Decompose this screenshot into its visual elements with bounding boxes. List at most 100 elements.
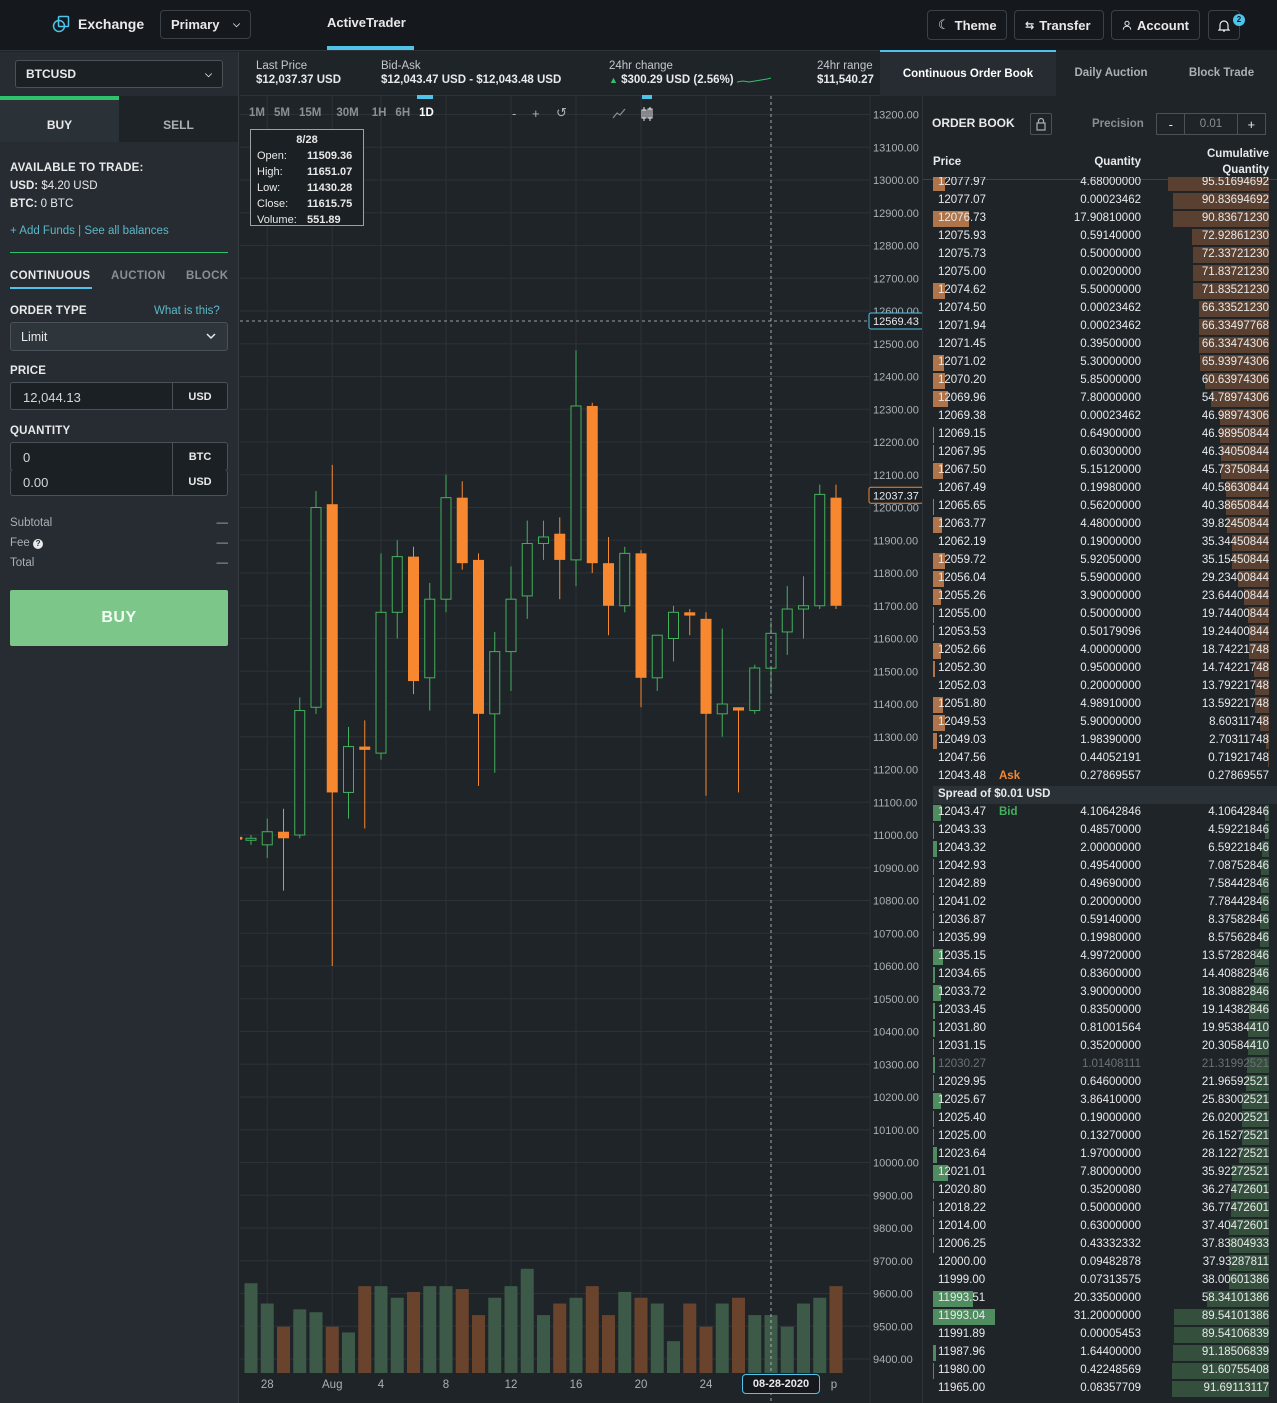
account-selector[interactable]: Primary ⌵: [160, 10, 251, 39]
bid-row[interactable]: 12033.72 3.90000000 18.30882846: [923, 984, 1277, 1002]
ask-row[interactable]: 12071.02 5.30000000 65.93974306: [923, 354, 1277, 372]
ask-row[interactable]: 12067.95 0.60300000 46.34050844: [923, 444, 1277, 462]
bid-row[interactable]: 12025.67 3.86410000 25.83002521: [923, 1092, 1277, 1110]
ask-row[interactable]: 12074.50 0.00023462 66.33521230: [923, 300, 1277, 318]
ask-row[interactable]: 12075.93 0.59140000 72.92861230: [923, 228, 1277, 246]
ask-row[interactable]: 12063.77 4.48000000 39.82450844: [923, 516, 1277, 534]
theme-button[interactable]: ☾ Theme: [927, 10, 1007, 40]
bid-row[interactable]: 12014.00 0.63000000 37.40472601: [923, 1218, 1277, 1236]
precision-increase-button[interactable]: +: [1236, 114, 1265, 134]
tab-continuous[interactable]: CONTINUOUS: [10, 270, 91, 282]
account-button[interactable]: Account: [1111, 10, 1200, 40]
ask-row[interactable]: 12059.72 5.92050000 35.15450844: [923, 552, 1277, 570]
interval-1h[interactable]: 1H: [371, 107, 387, 119]
ask-row[interactable]: 12055.00 0.50000000 19.74400844: [923, 606, 1277, 624]
quantity-usd-value[interactable]: 0.00: [23, 475, 49, 490]
add-funds-link[interactable]: + Add Funds: [10, 225, 75, 237]
bid-row[interactable]: 12035.15 4.99720000 13.57282846: [923, 948, 1277, 966]
reset-icon[interactable]: ↺: [556, 105, 567, 120]
bid-row[interactable]: 11993.51 20.33500000 58.34101386: [923, 1290, 1277, 1308]
ask-row[interactable]: 12067.50 5.15120000 45.73750844: [923, 462, 1277, 480]
bid-row[interactable]: 12023.64 1.97000000 28.12272521: [923, 1146, 1277, 1164]
ask-row[interactable]: 12053.53 0.50179096 19.24400844: [923, 624, 1277, 642]
ask-row[interactable]: 12047.56 0.44052191 0.71921748: [923, 750, 1277, 768]
buy-button[interactable]: BUY: [10, 590, 228, 646]
ask-row[interactable]: 12077.07 0.00023462 90.83694692: [923, 192, 1277, 210]
ask-row[interactable]: 12076.73 17.90810000 90.83671230: [923, 210, 1277, 228]
bid-row[interactable]: 11993.04 31.20000000 89.54101386: [923, 1308, 1277, 1326]
bid-row[interactable]: 12031.80 0.81001564 19.95384410: [923, 1020, 1277, 1038]
interval-30m[interactable]: 30M: [336, 107, 359, 119]
bid-row[interactable]: 12041.02 0.20000000 7.78442846: [923, 894, 1277, 912]
line-chart-icon[interactable]: [612, 108, 626, 120]
bid-row[interactable]: 12020.80 0.35200080 36.27472601: [923, 1182, 1277, 1200]
tab-auction[interactable]: AUCTION: [111, 270, 166, 282]
bid-row[interactable]: 11987.96 1.64400000 91.18506839: [923, 1344, 1277, 1362]
price-chart[interactable]: 13200.00 13100.00 13000.00 12900.00 12800.00…: [240, 95, 923, 1403]
ask-row[interactable]: 12075.73 0.50000000 72.33721230: [923, 246, 1277, 264]
tab-block-trade[interactable]: Block Trade: [1188, 67, 1255, 79]
ask-row[interactable]: 12077.97 4.68000000 95.51694692: [923, 177, 1277, 192]
exchange-logo[interactable]: Exchange: [52, 15, 144, 33]
bid-row[interactable]: 11965.00 0.08357709 91.69113117: [923, 1380, 1277, 1398]
bid-row[interactable]: 12035.99 0.19980000 8.57562846: [923, 930, 1277, 948]
bid-row[interactable]: 11999.00 0.07313575 38.00601386: [923, 1272, 1277, 1290]
bid-row[interactable]: 11980.00 0.42248569 91.60755408: [923, 1362, 1277, 1380]
interval-6h[interactable]: 6H: [395, 107, 411, 119]
bid-row[interactable]: 12033.45 0.83500000 19.14382846: [923, 1002, 1277, 1020]
tab-sell[interactable]: SELL: [119, 96, 238, 142]
bid-row[interactable]: 12042.89 0.49690000 7.58442846: [923, 876, 1277, 894]
bid-row[interactable]: 12018.22 0.50000000 36.77472601: [923, 1200, 1277, 1218]
bid-row[interactable]: 12043.47 4.10642846 4.10642846 Bid: [923, 804, 1277, 822]
ask-row[interactable]: 12071.45 0.39500000 66.33474306: [923, 336, 1277, 354]
zoom-out-button[interactable]: -: [512, 106, 517, 121]
bid-row[interactable]: 12000.00 0.09482878 37.93287811: [923, 1254, 1277, 1272]
bid-row[interactable]: 11991.89 0.00005453 89.54106839: [923, 1326, 1277, 1344]
ask-row[interactable]: 12070.20 5.85000000 60.63974306: [923, 372, 1277, 390]
ask-row[interactable]: 12049.53 5.90000000 8.60311748: [923, 714, 1277, 732]
bid-row[interactable]: 12043.32 2.00000000 6.59221846: [923, 840, 1277, 858]
tab-daily-auction[interactable]: Daily Auction: [1074, 67, 1148, 79]
candlestick-chart[interactable]: 13200.00 13100.00 13000.00 12900.00 12800.00…: [240, 96, 923, 1403]
candlestick-icon[interactable]: [641, 107, 653, 121]
ask-row[interactable]: 12075.00 0.00200000 71.83721230: [923, 264, 1277, 282]
quantity-btc-value[interactable]: 0: [23, 450, 31, 465]
bid-row[interactable]: 12025.40 0.19000000 26.02002521: [923, 1110, 1277, 1128]
ask-row[interactable]: 12052.30 0.95000000 14.74221748: [923, 660, 1277, 678]
tab-continuous-order-book[interactable]: Continuous Order Book: [880, 50, 1056, 96]
bid-row[interactable]: 12021.01 7.80000000 35.92272521: [923, 1164, 1277, 1182]
ask-row[interactable]: 12074.62 5.50000000 71.83521230: [923, 282, 1277, 300]
tab-block[interactable]: BLOCK: [186, 270, 229, 282]
lock-button[interactable]: [1030, 113, 1052, 135]
quantity-btc-input[interactable]: 0 BTC: [10, 442, 228, 471]
bid-row[interactable]: 12042.93 0.49540000 7.08752846: [923, 858, 1277, 876]
bid-row[interactable]: 12031.15 0.35200000 20.30584410: [923, 1038, 1277, 1056]
ask-row[interactable]: 12067.49 0.19980000 40.58630844: [923, 480, 1277, 498]
ask-row[interactable]: 12043.48 0.27869557 0.27869557 Ask: [923, 768, 1277, 786]
what-is-this-link[interactable]: What is this?: [154, 305, 220, 317]
interval-1m[interactable]: 1M: [249, 107, 265, 119]
bid-row[interactable]: 12006.25 0.43332332 37.83804933: [923, 1236, 1277, 1254]
bid-row[interactable]: 12029.95 0.64600000 21.96592521: [923, 1074, 1277, 1092]
ask-row[interactable]: 12052.03 0.20000000 13.79221748: [923, 678, 1277, 696]
quantity-usd-input[interactable]: 0.00 USD: [10, 470, 228, 496]
ask-row[interactable]: 12069.38 0.00023462 46.98974306: [923, 408, 1277, 426]
zoom-in-button[interactable]: +: [532, 106, 540, 121]
ask-row[interactable]: 12065.65 0.56200000 40.38650844: [923, 498, 1277, 516]
ask-row[interactable]: 12056.04 5.59000000 29.23400844: [923, 570, 1277, 588]
tab-activetrader[interactable]: ActiveTrader: [327, 15, 406, 30]
bid-row[interactable]: 12043.33 0.48570000 4.59221846: [923, 822, 1277, 840]
ask-row[interactable]: 12069.15 0.64900000 46.98950844: [923, 426, 1277, 444]
bid-row[interactable]: 12034.65 0.83600000 14.40882846: [923, 966, 1277, 984]
interval-1d[interactable]: 1D: [417, 95, 442, 119]
ask-row[interactable]: 12052.66 4.00000000 18.74221748: [923, 642, 1277, 660]
pair-selector[interactable]: BTCUSD ⌵: [15, 60, 223, 88]
price-input[interactable]: 12,044.13 USD: [10, 382, 228, 410]
interval-5m[interactable]: 5M: [273, 107, 290, 119]
precision-decrease-button[interactable]: -: [1157, 114, 1186, 134]
ask-row[interactable]: 12069.96 7.80000000 54.78974306: [923, 390, 1277, 408]
ask-row[interactable]: 12049.03 1.98390000 2.70311748: [923, 732, 1277, 750]
ask-row[interactable]: 12055.26 3.90000000 23.64400844: [923, 588, 1277, 606]
bid-row[interactable]: 12030.27 1.01408111 21.31992521: [923, 1056, 1277, 1074]
bid-row[interactable]: 12025.00 0.13270000 26.15272521: [923, 1128, 1277, 1146]
